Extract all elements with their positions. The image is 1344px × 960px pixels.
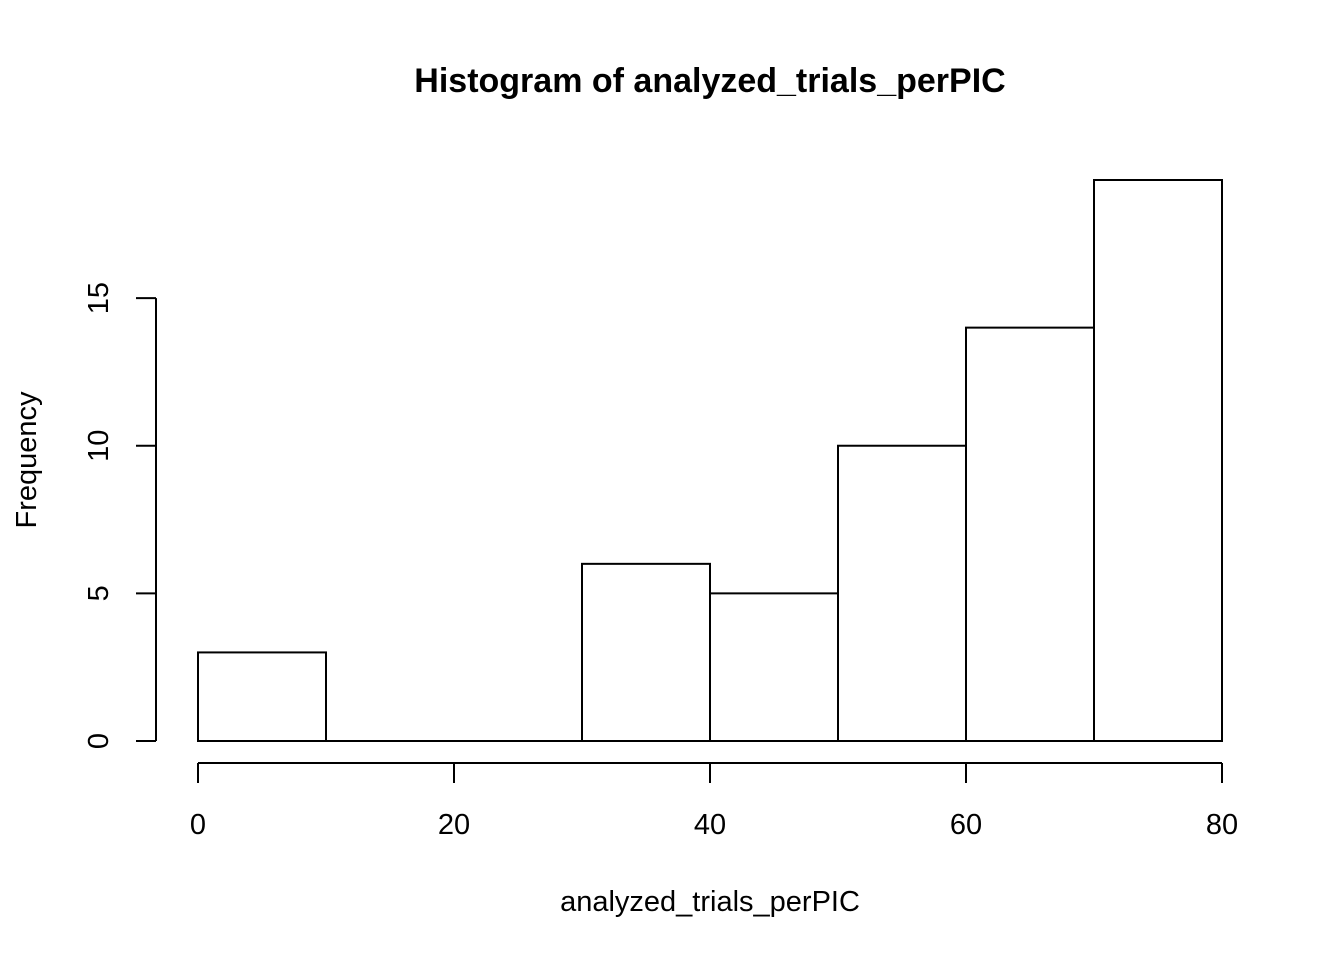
histogram-bar-7 — [1093, 179, 1223, 742]
x-axis-label: analyzed_trials_perPIC — [560, 886, 860, 918]
chart-title: Histogram of analyzed_trials_perPIC — [414, 62, 1005, 100]
x-tick-label-2: 40 — [694, 809, 726, 841]
y-tick-label-2: 10 — [83, 430, 115, 462]
x-tick-label-4: 80 — [1206, 809, 1238, 841]
histogram-bar-5 — [837, 444, 967, 742]
x-tick-label-3: 60 — [950, 809, 982, 841]
bars-group — [197, 179, 1223, 743]
y-axis: 0 5 10 15 — [83, 282, 157, 749]
histogram-bar-3 — [581, 562, 711, 742]
x-tick-label-0: 0 — [190, 809, 206, 841]
histogram-bar-6 — [965, 326, 1095, 742]
x-tick-label-1: 20 — [438, 809, 470, 841]
histogram-bar-0 — [197, 651, 327, 743]
x-axis: 0 20 40 60 80 — [190, 762, 1238, 841]
histogram-bar-4 — [709, 592, 839, 742]
y-tick-label-0: 0 — [83, 733, 115, 749]
y-axis-label: Frequency — [11, 391, 43, 529]
y-tick-label-3: 15 — [83, 282, 115, 314]
y-tick-label-1: 5 — [83, 585, 115, 601]
